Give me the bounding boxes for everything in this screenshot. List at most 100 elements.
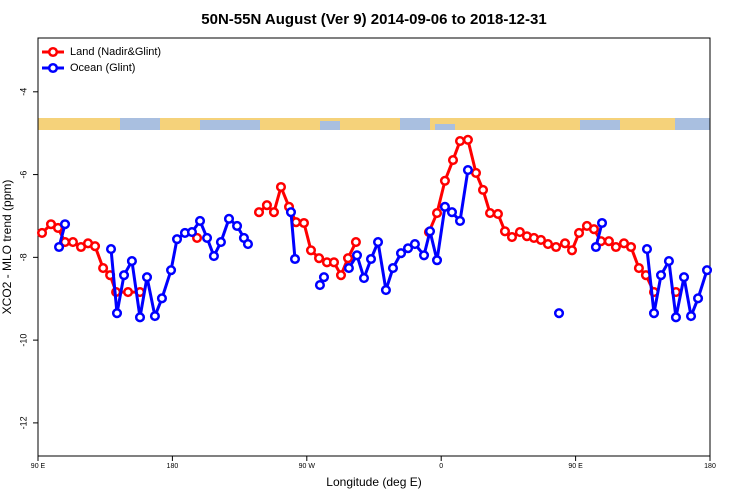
data-point — [506, 232, 518, 243]
x-tick-label: 180 — [167, 463, 179, 470]
data-point — [462, 134, 473, 145]
data-point — [59, 219, 71, 230]
data-point — [253, 207, 265, 218]
data-point — [122, 287, 134, 298]
data-point — [242, 239, 254, 250]
data-point — [559, 238, 571, 249]
data-point — [166, 265, 177, 276]
data-point — [365, 253, 377, 265]
data-point — [663, 256, 674, 267]
data-point — [701, 265, 713, 276]
legend-label: Ocean (Glint) — [70, 62, 135, 74]
data-point — [372, 236, 384, 248]
data-point — [387, 263, 399, 274]
data-point — [542, 239, 554, 250]
data-point — [418, 250, 430, 261]
data-point — [380, 284, 391, 296]
data-point — [670, 312, 682, 323]
data-point — [431, 255, 443, 266]
data-point — [462, 164, 473, 176]
data-point — [573, 227, 585, 238]
data-point — [134, 312, 146, 323]
legend-label: Land (Nadir&Glint) — [70, 46, 161, 58]
data-point — [409, 239, 420, 250]
data-point — [395, 248, 407, 259]
data-point — [342, 253, 354, 264]
data-point — [655, 270, 667, 281]
data-point — [625, 241, 637, 253]
plot-frame — [37, 37, 711, 457]
x-tick-label: 180 — [704, 463, 716, 470]
data-point — [590, 241, 601, 253]
data-point — [275, 181, 287, 193]
data-point — [111, 308, 123, 319]
data-point — [215, 236, 226, 248]
data-point — [149, 311, 160, 322]
chart-title: 50N-55N August (Ver 9) 2014-09-06 to 201… — [201, 11, 546, 28]
data-point — [208, 251, 219, 262]
data-point — [328, 257, 340, 268]
data-point — [447, 155, 459, 166]
data-point — [268, 207, 279, 218]
data-point — [514, 227, 525, 238]
data-point — [477, 184, 489, 195]
data-point — [610, 241, 621, 253]
y-axis-label: XCO2 - MLO trend (ppm) — [0, 180, 14, 315]
data-point — [402, 243, 414, 254]
data-point — [305, 245, 317, 256]
data-point — [678, 272, 690, 283]
y-tick-label: -4 — [18, 88, 28, 96]
data-point — [313, 253, 325, 264]
data-point — [553, 308, 565, 319]
data-point — [201, 232, 213, 243]
data-point — [298, 217, 310, 229]
data-point — [446, 207, 458, 218]
data-point — [566, 245, 578, 256]
data-point — [499, 226, 511, 237]
data-point — [186, 227, 198, 238]
data-point — [351, 250, 363, 261]
data-point — [98, 263, 109, 274]
y-tick-label: -6 — [18, 171, 28, 179]
x-tick-label: 90 E — [568, 463, 583, 470]
data-point — [648, 308, 660, 319]
data-point — [470, 167, 482, 178]
y-tick-label: -12 — [18, 416, 28, 429]
data-point — [424, 226, 436, 237]
data-point — [318, 272, 330, 283]
data-point — [588, 224, 600, 235]
x-tick-label: 0 — [439, 463, 443, 470]
data-point — [484, 208, 496, 219]
legend-marker — [47, 62, 59, 74]
data-point — [232, 220, 243, 231]
data-point — [343, 263, 354, 274]
data-point — [89, 241, 101, 252]
data-point — [454, 215, 466, 226]
data-point — [693, 293, 704, 304]
data-point — [314, 280, 325, 291]
data-point — [685, 311, 697, 322]
y-tick-label: -10 — [18, 334, 28, 347]
data-point — [596, 217, 608, 229]
data-point — [358, 272, 370, 284]
data-point — [54, 241, 65, 253]
data-point — [633, 263, 644, 274]
data-point — [431, 208, 443, 219]
y-tick-label: -8 — [18, 253, 28, 261]
data-point — [118, 270, 130, 281]
data-point — [285, 207, 297, 218]
data-point — [67, 236, 78, 248]
data-point — [289, 253, 301, 265]
data-point — [223, 213, 235, 224]
data-point — [603, 236, 614, 247]
data-point — [439, 201, 450, 212]
data-point — [535, 234, 547, 246]
series-line — [42, 140, 676, 292]
data-point — [141, 272, 153, 283]
data-point — [36, 227, 48, 238]
data-point — [261, 200, 272, 211]
data-point — [641, 244, 653, 255]
data-point — [171, 234, 183, 245]
data-point — [439, 175, 450, 186]
data-point — [350, 236, 361, 248]
